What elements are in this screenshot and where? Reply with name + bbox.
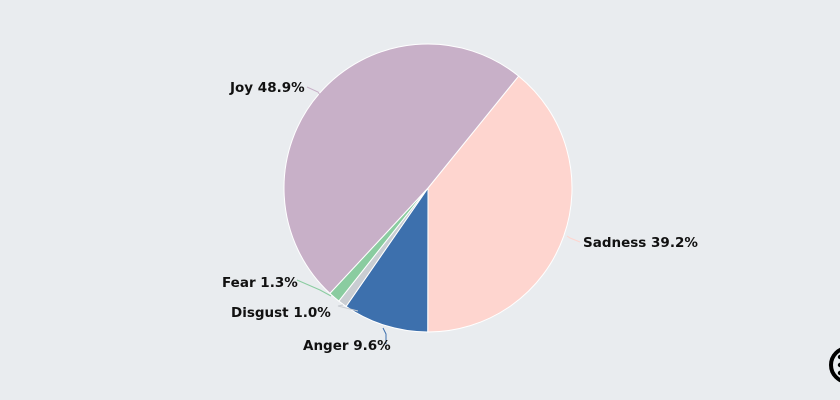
connector-sadness bbox=[566, 235, 581, 243]
pie-slice-sadness[interactable] bbox=[427, 75, 573, 333]
connector-fear bbox=[296, 279, 332, 297]
data-label-joy: Joy 48.9% bbox=[229, 80, 305, 96]
context-menu-icon[interactable] bbox=[829, 347, 840, 383]
pie-slice-anger[interactable] bbox=[345, 186, 429, 333]
data-label-fear: Fear 1.3% bbox=[222, 275, 298, 291]
connector-joy bbox=[306, 86, 321, 96]
data-label-sadness: Sadness 39.2% bbox=[583, 235, 698, 251]
data-label-anger: Anger 9.6% bbox=[303, 338, 391, 354]
connector-disgust bbox=[337, 304, 359, 312]
connector-anger bbox=[382, 327, 387, 344]
data-label-disgust: Disgust 1.0% bbox=[231, 305, 331, 321]
